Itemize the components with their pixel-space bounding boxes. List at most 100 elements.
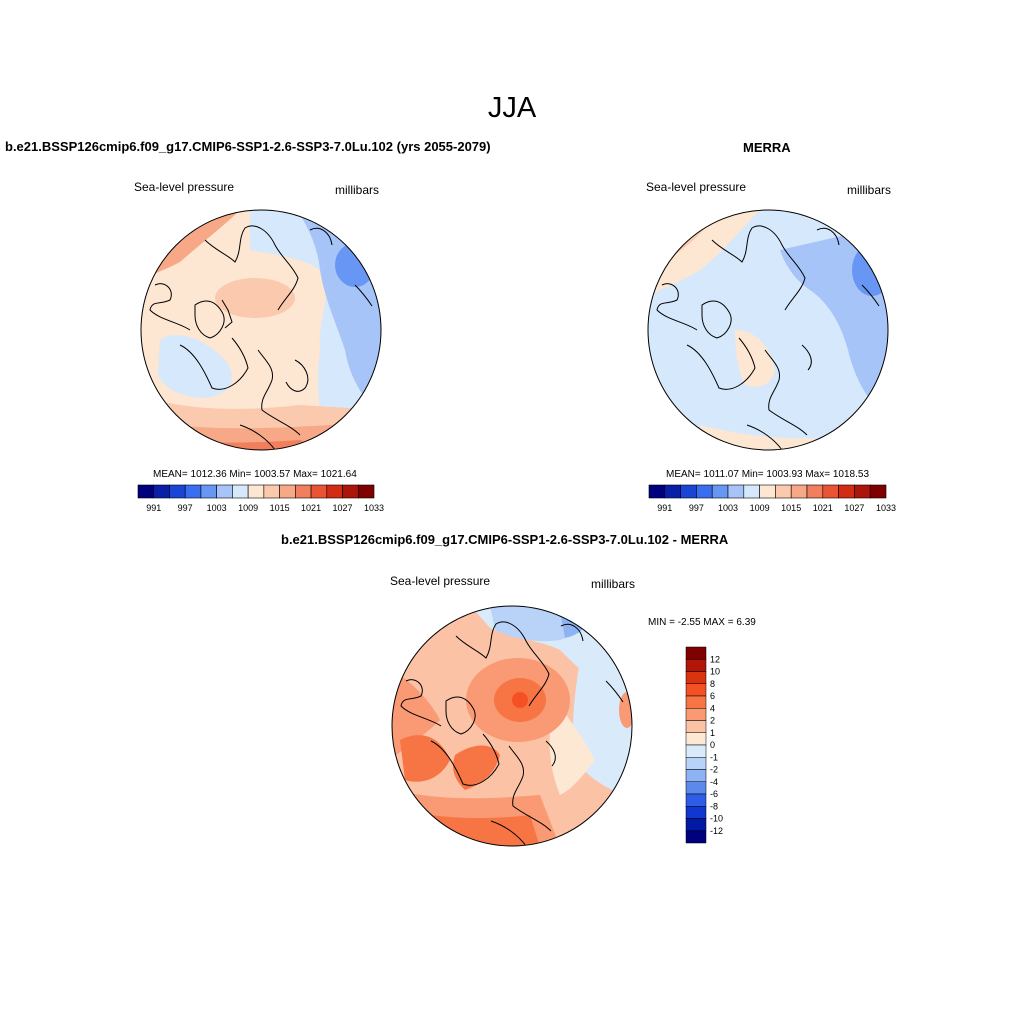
panel-1-colorbar-cell	[200, 484, 217, 499]
panel-2-colorbar-cell	[696, 484, 713, 499]
panel-1-colorbar-cell	[169, 484, 186, 499]
panel-3-colorbar-cell	[685, 757, 707, 770]
panel-3-colorbar-cell	[685, 659, 707, 672]
panel-3-colorbar-tick-label: 0	[710, 740, 715, 750]
panel-2-colorbar-cell	[790, 484, 808, 499]
panel-2-colorbar-tick-label: 1003	[718, 503, 738, 513]
panel-2-colorbar-cell	[822, 484, 839, 499]
panel-1-coastlines	[149, 225, 373, 450]
panel-2-colorbar-tick-label: 1015	[781, 503, 801, 513]
panel-2-colorbar-cell	[743, 484, 760, 499]
panel-3-colorbar-cell	[685, 769, 707, 782]
panel-3-colorbar-tick-label: -1	[710, 752, 718, 762]
panel-2-colorbar-tick-label: 1027	[844, 503, 864, 513]
panel-1-colorbar-tick-label: 1033	[364, 503, 384, 513]
panel-1-colorbar-cell	[357, 484, 375, 499]
panel-3-colorbar-tick-label: -10	[710, 814, 723, 824]
panel-1-colorbar-cell	[263, 484, 280, 499]
panel-2-colorbar-cell	[648, 484, 666, 499]
panel-1-units-label: millibars	[335, 183, 380, 197]
panel-2-colorbar-cell	[806, 484, 824, 499]
panel-3-colorbar-tick-label: 1	[710, 728, 715, 738]
panel-3-colorbar-cell	[685, 671, 707, 684]
panel-1-colorbar-tick-label: 1015	[270, 503, 290, 513]
panel-3-colorbar-cell	[685, 708, 707, 721]
panel-2-map-border	[647, 209, 889, 451]
panel-1-variable-label: Sea-level pressure	[134, 180, 235, 194]
panel-2-units-label: millibars	[847, 183, 892, 197]
panel-3-colorbar-tick-label: 6	[710, 691, 715, 701]
panel-3-colorbar-cell	[685, 683, 707, 697]
panel-1-colorbar-cell	[184, 484, 202, 499]
panel-1-colorbar-cell	[153, 484, 170, 499]
panel-2-colorbar-cell	[680, 484, 697, 499]
panel-1-colorbar-cell	[326, 484, 343, 499]
panel-3-colorbar-tick-label: 8	[710, 679, 715, 689]
panel-3-colorbar-cell	[685, 732, 707, 746]
panel-2-colorbar-tick-label: 1033	[876, 503, 896, 513]
panel-3-colorbar-tick-label: -8	[710, 801, 718, 811]
panel-3-colorbar-cell	[685, 646, 707, 660]
panel-2-colorbar-cell	[775, 484, 792, 499]
panel-3-colorbar-cell	[685, 830, 707, 844]
panel-2-colorbar-tick-label: 997	[689, 503, 704, 513]
panel-2-stats: MEAN= 1011.07 Min= 1003.93 Max= 1018.53	[666, 469, 870, 480]
panel-3-map-border	[391, 605, 633, 847]
panel-1-colorbar-cell	[232, 484, 249, 499]
panel-3-stats: MIN = -2.55 MAX = 6.39	[648, 617, 756, 628]
panel-2-colorbar: 991 997 1003 1009 1015 1021 1027 1033	[648, 484, 896, 513]
panel-2-colorbar-cell	[869, 484, 887, 499]
panel-1-colorbar-cell	[247, 484, 265, 499]
panel-3-colorbar-tick-label: 2	[710, 716, 715, 726]
panel-3-colorbar-cell	[685, 695, 707, 709]
panel-3-colorbar-cell	[685, 818, 707, 831]
panel-3-colorbar-tick-label: -2	[710, 765, 718, 775]
panel-1-colorbar-tick-label: 991	[146, 503, 161, 513]
panel-2-coastlines	[656, 225, 880, 450]
panel-1-colorbar-tick-label: 1027	[333, 503, 353, 513]
panel-2-colorbar-cell	[854, 484, 871, 499]
panel-1-map-border	[140, 209, 382, 451]
panel-3-units-label: millibars	[591, 577, 636, 591]
panel-2-colorbar-cell	[759, 484, 776, 499]
panel-1-title: b.e21.BSSP126cmip6.f09_g17.CMIP6-SSP1-2.…	[5, 139, 491, 154]
panel-3-colorbar-cell	[685, 720, 707, 733]
panel-2-colorbar-cell	[664, 484, 681, 499]
panel-3-colorbar-tick-label: 10	[710, 667, 720, 677]
panel-1-colorbar-cell	[137, 484, 155, 499]
panel-2-colorbar-cell	[711, 484, 729, 499]
panel-1-colorbar: 991 997 1003 1009 1015 1021 1027 1033	[137, 484, 384, 513]
panel-2-variable-label: Sea-level pressure	[646, 180, 747, 194]
panel-1-colorbar-cell	[342, 484, 359, 499]
panel-2-colorbar-tick-label: 1021	[813, 503, 833, 513]
main-title: JJA	[487, 92, 537, 124]
panel-3-colorbar-cell	[685, 744, 707, 758]
panel-3-colorbar-cell	[685, 781, 707, 795]
panel-3-title: b.e21.BSSP126cmip6.f09_g17.CMIP6-SSP1-2.…	[281, 532, 729, 547]
panel-2-colorbar-tick-label: 991	[657, 503, 672, 513]
panel-3-colorbar-cell	[685, 793, 707, 807]
panel-1-colorbar-cell	[216, 484, 233, 499]
panel-1-colorbar-tick-label: 997	[178, 503, 193, 513]
panel-1-colorbar-tick-label: 1021	[301, 503, 321, 513]
panel-1-colorbar-cell	[279, 484, 296, 499]
panel-3-colorbar-tick-label: -4	[710, 777, 718, 787]
panel-2-title: MERRA	[743, 140, 791, 155]
panel-1-colorbar-cell	[310, 484, 328, 499]
panel-3-colorbar-cell	[685, 806, 707, 819]
panel-2-colorbar-cell	[838, 484, 855, 499]
panel-1-colorbar-tick-label: 1009	[238, 503, 258, 513]
panel-2-colorbar-cell	[727, 484, 745, 499]
panel-3-colorbar-tick-label: -6	[710, 789, 718, 799]
panel-1-stats: MEAN= 1012.36 Min= 1003.57 Max= 1021.64	[153, 469, 357, 480]
panel-3-colorbar-tick-label: 12	[710, 654, 720, 664]
panel-3-colorbar-tick-label: -12	[710, 826, 723, 836]
panel-2-colorbar-tick-label: 1009	[750, 503, 770, 513]
panel-1-colorbar-tick-label: 1003	[207, 503, 227, 513]
panel-3-variable-label: Sea-level pressure	[390, 574, 491, 588]
panel-3-colorbar-tick-label: 4	[710, 703, 715, 713]
panel-3-coastlines	[400, 621, 624, 846]
panel-1-colorbar-cell	[295, 484, 312, 499]
